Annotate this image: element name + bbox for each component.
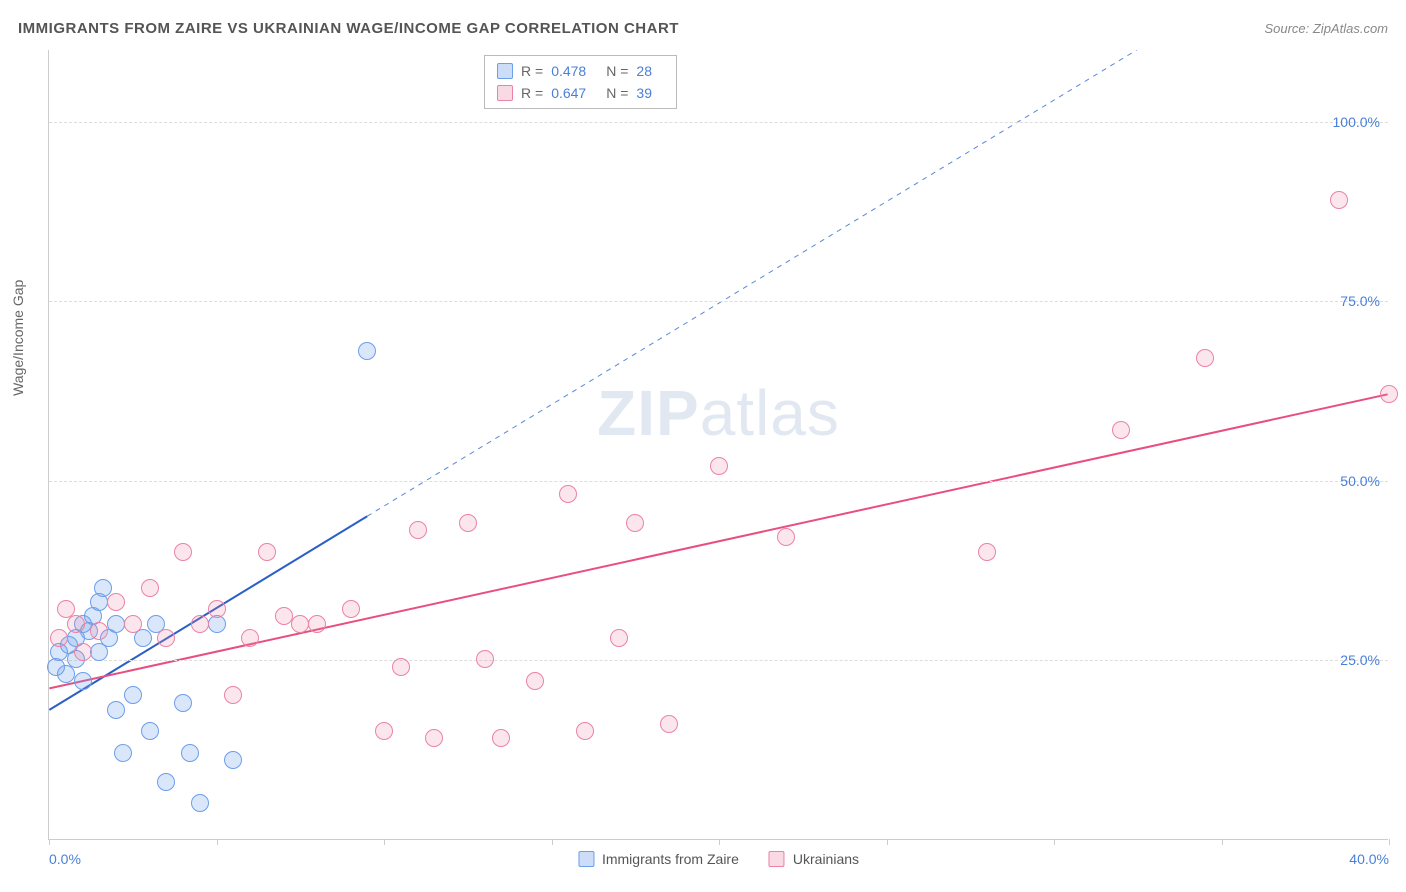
legend-label: Immigrants from Zaire bbox=[602, 851, 739, 867]
data-point bbox=[610, 629, 628, 647]
r-label: R = bbox=[521, 60, 543, 82]
data-point bbox=[476, 650, 494, 668]
data-point bbox=[258, 543, 276, 561]
x-tick bbox=[49, 839, 50, 845]
data-point bbox=[224, 751, 242, 769]
data-point bbox=[94, 579, 112, 597]
data-point bbox=[559, 485, 577, 503]
data-point bbox=[626, 514, 644, 532]
legend-swatch-ukrainians bbox=[497, 85, 513, 101]
data-point bbox=[1380, 385, 1398, 403]
data-point bbox=[291, 615, 309, 633]
data-point bbox=[660, 715, 678, 733]
data-point bbox=[107, 615, 125, 633]
data-point bbox=[90, 622, 108, 640]
x-tick bbox=[552, 839, 553, 845]
data-point bbox=[107, 701, 125, 719]
data-point bbox=[375, 722, 393, 740]
x-tick bbox=[887, 839, 888, 845]
data-point bbox=[157, 629, 175, 647]
data-point bbox=[308, 615, 326, 633]
legend-series: Immigrants from Zaire Ukrainians bbox=[578, 851, 859, 867]
data-point bbox=[492, 729, 510, 747]
source-label: Source: ZipAtlas.com bbox=[1264, 21, 1388, 36]
data-point bbox=[67, 615, 85, 633]
legend-row: R = 0.647 N = 39 bbox=[497, 82, 664, 104]
legend-swatch-ukrainians bbox=[769, 851, 785, 867]
legend-row: R = 0.478 N = 28 bbox=[497, 60, 664, 82]
data-point bbox=[1330, 191, 1348, 209]
data-point bbox=[978, 543, 996, 561]
data-point bbox=[208, 600, 226, 618]
trend-lines bbox=[49, 50, 1388, 839]
data-point bbox=[74, 672, 92, 690]
y-tick-label: 75.0% bbox=[1340, 293, 1380, 309]
data-point bbox=[425, 729, 443, 747]
x-tick bbox=[1054, 839, 1055, 845]
x-tick bbox=[1222, 839, 1223, 845]
legend-item: Immigrants from Zaire bbox=[578, 851, 739, 867]
data-point bbox=[459, 514, 477, 532]
data-point bbox=[191, 794, 209, 812]
x-tick bbox=[1389, 839, 1390, 845]
y-tick-label: 50.0% bbox=[1340, 473, 1380, 489]
data-point bbox=[526, 672, 544, 690]
legend-label: Ukrainians bbox=[793, 851, 859, 867]
data-point bbox=[777, 528, 795, 546]
n-value: 28 bbox=[636, 60, 664, 82]
chart-area: ZIPatlas R = 0.478 N = 28 R = 0.647 N = … bbox=[48, 50, 1388, 840]
data-point bbox=[224, 686, 242, 704]
r-value: 0.647 bbox=[551, 82, 598, 104]
data-point bbox=[174, 543, 192, 561]
data-point bbox=[141, 579, 159, 597]
data-point bbox=[114, 744, 132, 762]
data-point bbox=[392, 658, 410, 676]
data-point bbox=[124, 686, 142, 704]
data-point bbox=[1112, 421, 1130, 439]
n-value: 39 bbox=[636, 82, 664, 104]
y-axis-label: Wage/Income Gap bbox=[10, 280, 26, 396]
data-point bbox=[157, 773, 175, 791]
data-point bbox=[181, 744, 199, 762]
r-value: 0.478 bbox=[551, 60, 598, 82]
data-point bbox=[275, 607, 293, 625]
x-tick-label: 0.0% bbox=[49, 851, 81, 867]
data-point bbox=[1196, 349, 1214, 367]
x-tick bbox=[384, 839, 385, 845]
data-point bbox=[124, 615, 142, 633]
data-point bbox=[409, 521, 427, 539]
y-tick-label: 25.0% bbox=[1340, 652, 1380, 668]
data-point bbox=[174, 694, 192, 712]
data-point bbox=[241, 629, 259, 647]
n-label: N = bbox=[606, 82, 628, 104]
legend-swatch-zaire bbox=[578, 851, 594, 867]
legend-item: Ukrainians bbox=[769, 851, 859, 867]
grid-line bbox=[49, 122, 1388, 123]
scatter-plot: ZIPatlas R = 0.478 N = 28 R = 0.647 N = … bbox=[48, 50, 1388, 840]
data-point bbox=[107, 593, 125, 611]
n-label: N = bbox=[606, 60, 628, 82]
grid-line bbox=[49, 481, 1388, 482]
x-tick bbox=[719, 839, 720, 845]
x-tick-label: 40.0% bbox=[1349, 851, 1389, 867]
data-point bbox=[342, 600, 360, 618]
watermark: ZIPatlas bbox=[597, 376, 840, 450]
data-point bbox=[50, 629, 68, 647]
data-point bbox=[710, 457, 728, 475]
chart-title: IMMIGRANTS FROM ZAIRE VS UKRAINIAN WAGE/… bbox=[18, 20, 679, 37]
y-tick-label: 100.0% bbox=[1333, 114, 1380, 130]
data-point bbox=[74, 643, 92, 661]
grid-line bbox=[49, 660, 1388, 661]
grid-line bbox=[49, 301, 1388, 302]
r-label: R = bbox=[521, 82, 543, 104]
legend-correlation-box: R = 0.478 N = 28 R = 0.647 N = 39 bbox=[484, 55, 677, 109]
data-point bbox=[576, 722, 594, 740]
data-point bbox=[141, 722, 159, 740]
x-tick bbox=[217, 839, 218, 845]
data-point bbox=[191, 615, 209, 633]
data-point bbox=[358, 342, 376, 360]
legend-swatch-zaire bbox=[497, 63, 513, 79]
